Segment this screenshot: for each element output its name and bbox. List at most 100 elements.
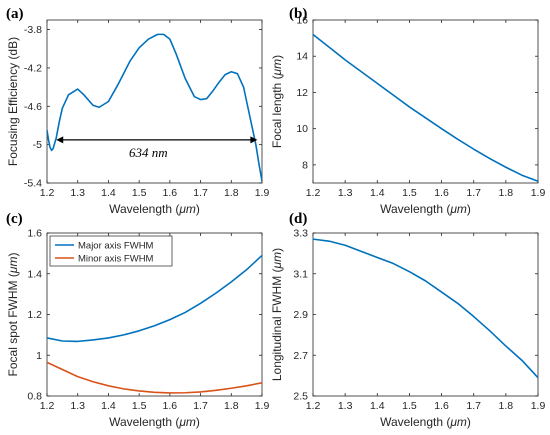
panel-2: 1.2 1.3 1.4 1.5 1.6 1.7 1.8 1.9 8 10 12 14 16(b) Wave… (270, 6, 545, 216)
x-tick-label: 1.3 (338, 187, 353, 199)
arrow-head-left (56, 136, 64, 144)
plot-area (312, 19, 539, 184)
x-axis-label-unit: μm (449, 415, 467, 429)
x-tick-label: 1.2 (306, 400, 321, 412)
x-axis-label-prefix: Wavelength ( (109, 415, 179, 429)
x-tick-label: 1.8 (499, 400, 514, 412)
plot-area (46, 19, 263, 184)
y-tick-label: 16 (296, 15, 308, 27)
x-tick-label: 1.6 (434, 400, 449, 412)
y-tick-label: -4.6 (24, 101, 42, 113)
y-tick-label: 8 (302, 159, 308, 171)
x-axis-label-suffix: ) (467, 415, 471, 429)
x-axis-label-suffix: ) (196, 415, 200, 429)
y-tick-label: 2.7 (293, 350, 308, 362)
panel-3: 1.2 1.3 1.4 1.5 1.6 1.7 1.8 1.9 0.8 1 1.2 1.4 1.6 (c)… (6, 211, 269, 429)
series-line-1 (313, 238, 538, 379)
y-tick-label: 12 (296, 87, 308, 99)
y-axis-label-unit: μm (270, 59, 284, 77)
y-axis-label: Focal length (μm) (270, 55, 284, 148)
x-axis-label-prefix: Wavelength ( (109, 202, 179, 216)
x-tick-label: 1.9 (531, 400, 546, 412)
x-tick-label: 1.4 (370, 187, 385, 199)
y-axis-label-unit: μm (270, 252, 284, 270)
y-tick-label: 14 (296, 51, 308, 63)
legend-box (49, 235, 173, 267)
y-axis-label-prefix: Focal length ( (270, 75, 284, 148)
x-tick-label: 1.6 (163, 400, 178, 412)
x-tick-label: 1.4 (101, 187, 116, 199)
y-tick-label: -5.4 (24, 178, 42, 190)
span-annotation-text: 634 nm (129, 145, 168, 160)
x-axis-label-unit: μm (449, 202, 467, 216)
x-axis-label: Wavelength (μm) (380, 202, 471, 216)
y-tick-label: -5 (33, 139, 42, 151)
x-tick-label: 1.4 (370, 400, 385, 412)
panel-label: (a) (6, 6, 24, 22)
panel-label: (c) (6, 211, 23, 227)
y-axis-label-prefix: Longitudinal FWHM ( (270, 268, 284, 381)
legend-entry: Major axis FWHM (78, 240, 154, 251)
x-tick-label: 1.9 (255, 400, 270, 412)
series-line-1 (313, 33, 538, 182)
arrow-head-right (250, 136, 258, 144)
x-tick-label: 1.3 (338, 400, 353, 412)
y-axis-label-suffix: ) (270, 248, 284, 252)
y-axis-label-suffix: ) (6, 253, 20, 257)
y-tick-label: -3.8 (24, 24, 42, 36)
x-axis-label-prefix: Wavelength ( (380, 202, 450, 216)
series-group (47, 254, 262, 394)
series-group (313, 33, 538, 182)
x-tick-label: 1.7 (193, 400, 208, 412)
x-axis-label-suffix: ) (196, 202, 200, 216)
y-axis-label: Focal spot FWHM (μm) (6, 253, 20, 377)
x-tick-label: 1.6 (434, 187, 449, 199)
x-axis-label-unit: μm (178, 202, 196, 216)
x-tick-label: 1.9 (531, 187, 546, 199)
y-tick-label: 1.2 (27, 309, 42, 321)
plot-area (312, 232, 539, 397)
x-tick-label: 1.3 (70, 187, 85, 199)
x-tick-label: 1.2 (306, 187, 321, 199)
series-line-1 (47, 254, 262, 343)
x-tick-label: 1.5 (132, 400, 147, 412)
panel-1: 1.2 1.3 1.4 1.5 1.6 1.7 1.8 1.9 -3.8 -4.2 -4.6 -5 -5… (6, 6, 269, 216)
y-axis-label-prefix: Focal spot FWHM ( (6, 273, 20, 376)
y-tick-label: 3.1 (293, 268, 308, 280)
y-tick-label: 10 (296, 123, 308, 135)
x-axis-label: Wavelength (μm) (380, 415, 471, 429)
x-tick-label: 1.7 (466, 187, 481, 199)
x-tick-label: 1.2 (40, 187, 55, 199)
x-tick-label: 1.7 (193, 187, 208, 199)
y-axis-label: Longitudinal FWHM (μm) (270, 248, 284, 381)
x-tick-label: 1.2 (40, 400, 55, 412)
x-tick-label: 1.5 (402, 187, 417, 199)
y-tick-label: 1 (36, 350, 42, 362)
x-axis-label: Wavelength (μm) (109, 415, 200, 429)
y-tick-label: 0.8 (27, 391, 42, 403)
series-line-2 (47, 361, 262, 394)
x-tick-label: 1.7 (466, 400, 481, 412)
x-tick-label: 1.8 (224, 187, 239, 199)
x-axis-label-prefix: Wavelength ( (380, 415, 450, 429)
x-tick-label: 1.3 (70, 400, 85, 412)
x-tick-label: 1.8 (499, 187, 514, 199)
y-tick-label: 2.9 (293, 309, 308, 321)
y-axis-label-unit: μm (6, 257, 20, 275)
panel-label: (d) (289, 211, 307, 227)
y-tick-label: -4.2 (24, 62, 42, 74)
x-tick-label: 1.8 (224, 400, 239, 412)
series-line-1 (47, 33, 262, 182)
x-axis-label-unit: μm (178, 415, 196, 429)
series-group (313, 238, 538, 379)
y-axis-label: Focusing Efficiency (dB) (6, 37, 20, 166)
x-axis-label-suffix: ) (467, 202, 471, 216)
x-tick-label: 1.6 (163, 187, 178, 199)
panel-label: (b) (289, 6, 307, 22)
legend-entry: Minor axis FWHM (78, 253, 154, 264)
y-axis-label-suffix: ) (270, 55, 284, 59)
x-tick-label: 1.5 (132, 187, 147, 199)
panel-4: 1.2 1.3 1.4 1.5 1.6 1.7 1.8 1.9 2.5 2.7 2.9 3.1 3.3(… (270, 211, 545, 429)
x-tick-label: 1.4 (101, 400, 116, 412)
